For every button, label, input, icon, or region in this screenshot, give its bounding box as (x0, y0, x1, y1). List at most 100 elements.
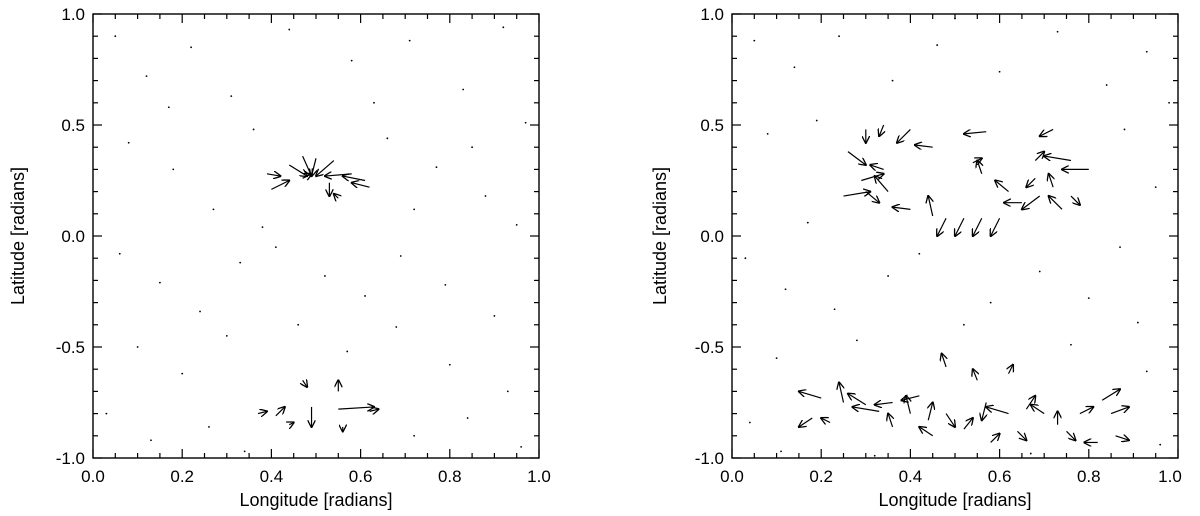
vector-arrow (991, 217, 1001, 236)
data-dot (413, 434, 416, 437)
vector-arrow (848, 394, 867, 406)
vector-arrow (972, 158, 982, 162)
data-dot (1145, 370, 1148, 373)
vector-arrow (1066, 430, 1076, 440)
data-dot (793, 66, 796, 69)
data-dot (136, 346, 139, 348)
vector-arrow (955, 217, 965, 236)
vector-arrow (1044, 156, 1072, 160)
vector-arrow (945, 413, 955, 427)
vector-arrow (352, 183, 370, 187)
data-dot (815, 119, 818, 122)
data-dot (252, 128, 255, 131)
data-dot (225, 335, 228, 337)
y-tick-labels: -1.0 -0.5 0.0 0.5 1.0 (56, 5, 85, 468)
x-tick-label: 1.0 (1158, 467, 1182, 486)
vector-arrow (1049, 196, 1063, 210)
vector-arrow (338, 407, 374, 409)
data-dot (413, 208, 416, 211)
data-dot (386, 137, 389, 140)
vector-arrow (1026, 177, 1036, 187)
y-tick-label: 1.0 (61, 5, 85, 24)
x-tick-label: 0.8 (438, 467, 462, 486)
data-dot (190, 46, 193, 49)
data-dot (493, 315, 496, 317)
vector-arrow (963, 418, 973, 430)
y-tick-label: -1.0 (56, 449, 85, 468)
data-dot (261, 226, 264, 229)
vector-arrow (1022, 195, 1041, 209)
data-dot (744, 257, 747, 260)
data-dot (1056, 30, 1059, 33)
data-dot (1119, 246, 1121, 249)
data-dot (105, 412, 108, 415)
vector-arrow (893, 207, 911, 209)
vector-arrow (1034, 152, 1044, 161)
data-dot (775, 357, 778, 359)
x-tick-label: 0.6 (988, 467, 1012, 486)
data-dot (159, 281, 161, 284)
vector-arrow (271, 181, 289, 190)
data-dots (105, 26, 527, 453)
y-tick-label: -0.5 (56, 338, 85, 357)
vector-arrow (852, 407, 880, 411)
vector-arrow (973, 217, 983, 236)
data-dot (963, 323, 965, 326)
vector-arrow (919, 427, 934, 437)
x-tick-label: 0.6 (349, 467, 373, 486)
data-dot (471, 146, 473, 149)
data-dot (274, 246, 277, 249)
vector-arrow (986, 407, 1009, 415)
vector-arrow (897, 129, 911, 142)
vector-arrow (325, 174, 352, 176)
data-dot (297, 323, 300, 326)
vector-arrow (303, 380, 307, 387)
vector-arrow (977, 161, 981, 175)
data-dot (524, 121, 527, 124)
x-tick-label: 1.0 (527, 467, 551, 486)
y-axis-label: Latitude [radians] (650, 167, 670, 305)
vector-arrow (289, 422, 293, 424)
data-dot (364, 295, 366, 297)
vector-arrow (799, 417, 813, 427)
vector-arrow (964, 132, 987, 134)
data-dot (172, 168, 175, 171)
data-dot (1029, 452, 1032, 455)
vector-arrow (982, 402, 986, 421)
x-tick-label: 0.4 (899, 467, 923, 486)
data-dot (838, 35, 840, 38)
data-dot (873, 454, 876, 457)
vector-arrow (821, 418, 831, 422)
vector-arrow (1009, 365, 1013, 374)
x-tick-labels: 0.0 0.2 0.4 0.6 0.8 1.0 (81, 467, 551, 486)
data-dot (181, 372, 184, 375)
vector-arrow (990, 434, 1000, 443)
data-dot (515, 224, 518, 226)
data-dot (350, 59, 353, 62)
data-dot (954, 17, 956, 20)
vector-arrow (915, 145, 933, 147)
vector-arrow (302, 174, 312, 178)
x-tick-label: 0.0 (81, 467, 105, 486)
vector-arrow (937, 217, 947, 236)
data-dot (484, 195, 487, 197)
data-dot (1070, 343, 1072, 346)
data-dot (462, 88, 465, 91)
y-tick-label: -1.0 (695, 449, 724, 468)
vector-arrow (928, 196, 932, 217)
data-dot (324, 275, 326, 277)
data-dot (1154, 186, 1157, 189)
y-tick-label: -0.5 (695, 338, 724, 357)
vector-arrow (843, 192, 871, 196)
vector-arrow (875, 176, 889, 192)
data-dot (399, 255, 402, 257)
vector-arrow (334, 194, 338, 198)
vector-arrow (870, 165, 884, 169)
vector-arrow (861, 174, 883, 182)
data-dots (744, 17, 1170, 457)
data-dot (855, 339, 858, 342)
vector-arrow (1017, 430, 1026, 440)
vector-arrow (1040, 128, 1054, 136)
vector-arrow (973, 369, 977, 381)
